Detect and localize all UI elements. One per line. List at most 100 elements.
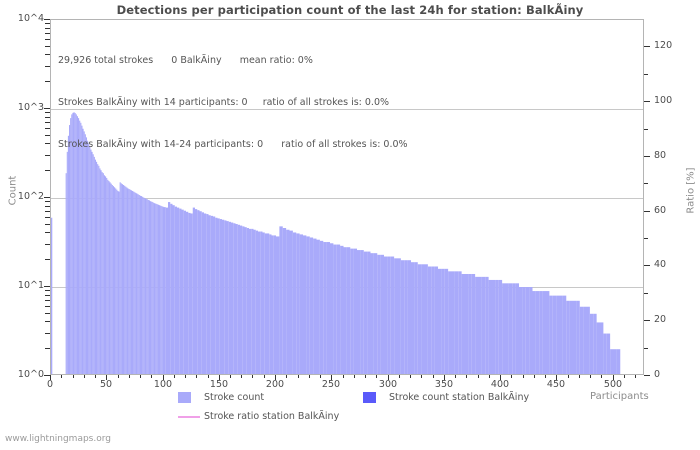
bar xyxy=(251,228,254,374)
x-tick-minor xyxy=(208,375,209,378)
bar xyxy=(79,120,81,374)
bar xyxy=(539,291,543,374)
bar xyxy=(589,313,594,374)
x-tick-minor xyxy=(365,375,366,378)
bar xyxy=(249,228,252,374)
bar xyxy=(427,266,432,374)
bar xyxy=(481,276,486,374)
y-tick-left-major xyxy=(44,286,50,287)
bar xyxy=(183,210,186,374)
bar xyxy=(593,313,597,374)
y-tick-label-right: 100 xyxy=(654,95,673,106)
annotation-line-2: Strokes BalkÃiny with 14 participants: 0… xyxy=(58,97,390,108)
bar xyxy=(206,214,209,374)
bar xyxy=(132,190,134,374)
x-tick-minor xyxy=(252,375,253,378)
x-tick-minor xyxy=(511,375,512,378)
bar xyxy=(360,250,364,374)
bar xyxy=(606,333,611,374)
bar xyxy=(343,247,347,374)
bar xyxy=(111,184,113,374)
y-tick-left-minor xyxy=(45,170,50,171)
y-tick-left-minor xyxy=(45,81,50,82)
bar xyxy=(109,182,111,374)
bar xyxy=(231,222,234,374)
x-tick-label: 500 xyxy=(603,379,623,390)
x-tick-minor xyxy=(489,375,490,378)
bar xyxy=(233,223,236,374)
bar xyxy=(508,283,513,374)
bar xyxy=(108,181,110,374)
bar xyxy=(258,231,261,374)
bar xyxy=(330,243,334,374)
bar xyxy=(100,170,102,374)
bar xyxy=(390,256,395,374)
bar xyxy=(454,271,459,374)
annotation-line-1: 29,926 total strokes 0 BalkÃiny mean rat… xyxy=(58,55,313,66)
bar xyxy=(273,235,276,374)
bar xyxy=(97,164,99,374)
bar xyxy=(475,276,479,374)
bar xyxy=(387,256,391,374)
y-tick-label-left: 10^3 xyxy=(17,102,44,113)
bar xyxy=(404,260,408,374)
bar xyxy=(123,184,125,374)
bar xyxy=(96,161,98,374)
x-tick-major xyxy=(500,375,501,380)
legend-label-stroke-ratio-station: Stroke ratio station BalkÃiny xyxy=(204,411,340,422)
bar xyxy=(384,256,388,374)
bar xyxy=(199,211,202,374)
x-tick-minor xyxy=(568,375,569,378)
bar xyxy=(532,291,536,374)
y-tick-left-minor xyxy=(45,259,50,260)
bar xyxy=(552,295,557,374)
bar xyxy=(610,349,614,374)
bar xyxy=(296,233,300,374)
x-tick-major xyxy=(331,375,332,380)
bar xyxy=(616,349,621,374)
bar xyxy=(498,279,503,374)
bar xyxy=(461,273,466,374)
bar xyxy=(502,283,506,374)
bar xyxy=(219,219,222,374)
y-tick-right-minor xyxy=(644,238,648,239)
y-tick-left-minor xyxy=(45,122,50,123)
x-tick-minor xyxy=(185,375,186,378)
bar xyxy=(150,201,152,374)
bar xyxy=(112,186,115,374)
bar xyxy=(515,283,520,374)
bar xyxy=(458,271,462,374)
y-tick-left-major xyxy=(44,197,50,198)
bar xyxy=(448,271,452,374)
bar xyxy=(81,125,83,374)
x-tick-minor xyxy=(421,375,422,378)
bar xyxy=(267,233,270,374)
bar xyxy=(424,264,428,374)
bar xyxy=(73,112,75,374)
x-tick-label: 450 xyxy=(546,379,566,390)
bar xyxy=(235,224,238,374)
x-tick-minor xyxy=(376,375,377,378)
bar xyxy=(529,287,533,374)
bar xyxy=(313,238,317,374)
x-tick-label: 100 xyxy=(153,379,173,390)
bar xyxy=(350,248,354,374)
x-tick-minor xyxy=(534,375,535,378)
bar xyxy=(139,195,142,374)
bar xyxy=(181,209,184,374)
bar xyxy=(478,276,482,374)
bar xyxy=(99,168,101,374)
x-tick-minor xyxy=(298,375,299,378)
x-tick-minor xyxy=(399,375,400,378)
bar xyxy=(148,200,151,374)
bar xyxy=(377,254,381,374)
bar xyxy=(286,229,290,374)
x-tick-label: 400 xyxy=(490,379,510,390)
bar xyxy=(65,173,67,374)
y-tick-label-right: 80 xyxy=(654,150,667,161)
bar xyxy=(174,206,177,374)
y-tick-label-left: 10^4 xyxy=(17,13,44,24)
x-tick-minor xyxy=(118,375,119,378)
bar xyxy=(85,137,88,374)
bar xyxy=(370,253,374,374)
